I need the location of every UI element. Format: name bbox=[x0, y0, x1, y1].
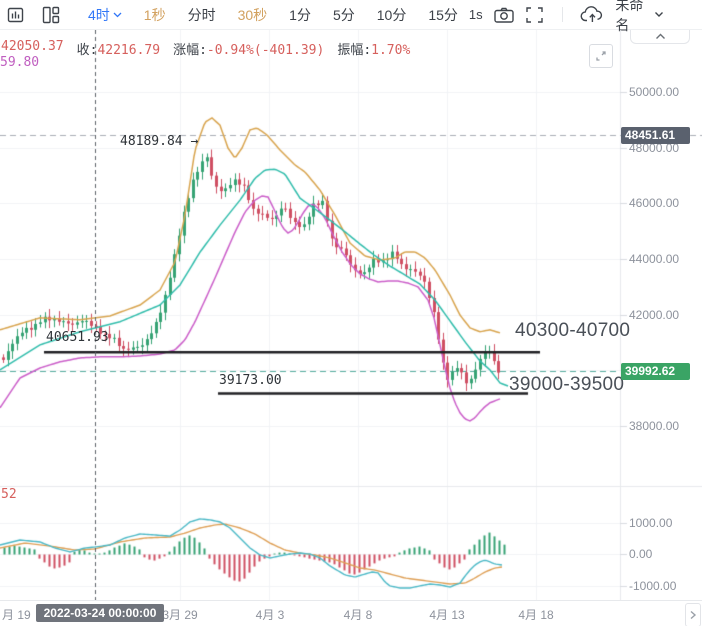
sub-axis-tick-1: 0.00 bbox=[629, 547, 653, 562]
y-axis-tick-5: 38000.00 bbox=[629, 419, 680, 434]
scroll-right-button[interactable] bbox=[685, 603, 701, 626]
cloud-upload-icon[interactable] bbox=[580, 4, 605, 26]
chart-canvas[interactable] bbox=[0, 30, 702, 600]
camera-icon[interactable] bbox=[493, 4, 515, 26]
chevron-down-icon[interactable] bbox=[654, 4, 664, 26]
x-axis-tick-0: 月 19 bbox=[2, 608, 31, 622]
sub-axis-tick-2: -1000.00 bbox=[629, 579, 677, 594]
y-axis-tick-1: 48000.00 bbox=[629, 140, 680, 155]
layout-name[interactable]: 未命名 bbox=[615, 0, 644, 33]
interval-indicator: 1s bbox=[468, 7, 483, 22]
timeframe-tab-4[interactable]: 1分 bbox=[289, 6, 311, 23]
change-percent: 涨幅:-0.94%(-401.39) bbox=[173, 43, 325, 58]
timeframe-tabs: 4时 1秒 分时 30秒 1分 5分 10分 15分 bbox=[77, 5, 469, 25]
amplitude: 振幅:1.70% bbox=[337, 43, 411, 58]
timeframe-tab-6[interactable]: 10分 bbox=[376, 6, 407, 23]
price-info-row: 42050.37 收:42216.79 涨幅:-0.94%(-401.39) 振… bbox=[1, 39, 410, 58]
fullscreen-icon[interactable] bbox=[525, 4, 544, 26]
y-axis-tick-3: 44000.00 bbox=[629, 252, 680, 267]
level1-label: 40651.93 bbox=[46, 330, 109, 345]
x-axis-tick-3: 4月 8 bbox=[343, 608, 373, 622]
chevron-down-icon bbox=[113, 12, 122, 17]
popout-chart-button[interactable] bbox=[589, 44, 613, 68]
timeframe-tab-0[interactable]: 4时 bbox=[88, 5, 122, 25]
sub-axis-tick-0: 1000.00 bbox=[629, 515, 673, 530]
collapse-panel-tab[interactable] bbox=[630, 30, 690, 44]
timeframe-tab-7[interactable]: 15分 bbox=[428, 6, 458, 23]
y-axis-tick-0: 50000.00 bbox=[629, 85, 680, 100]
timeframe-tab-5[interactable]: 5分 bbox=[332, 6, 355, 23]
alert-price-badge: 48451.61 bbox=[621, 127, 690, 145]
time-axis: 月 19 3月 29 4月 3 4月 8 4月 13 4月 18 2022-03-24 0… bbox=[0, 600, 702, 626]
x-axis-tick-2: 4月 3 bbox=[255, 608, 285, 622]
timeframe-tab-2[interactable]: 分时 bbox=[187, 6, 216, 23]
indicator-value-partial: 52 bbox=[1, 487, 17, 502]
x-axis-tick-5: 4月 18 bbox=[518, 608, 554, 622]
y-axis-tick-2: 46000.00 bbox=[629, 196, 680, 211]
timeframe-tab-1[interactable]: 1秒 bbox=[143, 6, 166, 23]
level2-label: 39173.00 bbox=[219, 373, 282, 388]
swing-high-label: 48189.84 → bbox=[120, 134, 199, 149]
ma-value-partial: 59.80 bbox=[0, 55, 40, 70]
toolbar-divider bbox=[561, 7, 563, 22]
support-zone-label: 39000-39500 bbox=[509, 374, 625, 395]
open-price: 42050.37 bbox=[1, 39, 64, 54]
timeframe-tab-3[interactable]: 30秒 bbox=[237, 6, 268, 23]
close-price: 收:42216.79 bbox=[76, 43, 161, 58]
x-axis-tick-4: 4月 13 bbox=[429, 608, 465, 622]
crosshair-time-badge: 2022-03-24 00:00:00 bbox=[36, 604, 164, 622]
chart-panel-icon[interactable] bbox=[6, 4, 26, 26]
resistance-zone-label: 40300-40700 bbox=[515, 320, 631, 341]
last-price-badge: 39992.62 bbox=[621, 362, 690, 380]
layout-icon[interactable] bbox=[41, 4, 61, 26]
top-toolbar: 4时 1秒 分时 30秒 1分 5分 10分 15分 1s 未命名 bbox=[0, 0, 702, 33]
y-axis-tick-4: 42000.00 bbox=[629, 307, 680, 322]
x-axis-tick-1: 3月 29 bbox=[162, 608, 198, 622]
